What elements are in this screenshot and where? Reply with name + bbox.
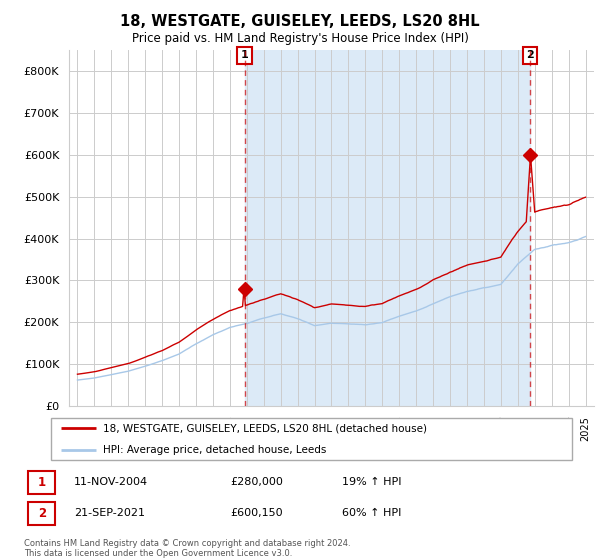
Text: £600,150: £600,150 [230,508,283,518]
Text: 2: 2 [38,507,46,520]
Text: HPI: Average price, detached house, Leeds: HPI: Average price, detached house, Leed… [103,445,327,455]
Text: Price paid vs. HM Land Registry's House Price Index (HPI): Price paid vs. HM Land Registry's House … [131,32,469,45]
FancyBboxPatch shape [28,502,55,525]
Text: Contains HM Land Registry data © Crown copyright and database right 2024.
This d: Contains HM Land Registry data © Crown c… [24,539,350,558]
Text: 60% ↑ HPI: 60% ↑ HPI [342,508,401,518]
Text: 11-NOV-2004: 11-NOV-2004 [74,477,148,487]
Text: 2: 2 [526,50,534,60]
Bar [245,50,530,406]
Text: 18, WESTGATE, GUISELEY, LEEDS, LS20 8HL (detached house): 18, WESTGATE, GUISELEY, LEEDS, LS20 8HL … [103,423,427,433]
FancyBboxPatch shape [28,471,55,494]
Text: 21-SEP-2021: 21-SEP-2021 [74,508,145,518]
Text: £280,000: £280,000 [230,477,283,487]
Text: 1: 1 [241,50,248,60]
Text: 18, WESTGATE, GUISELEY, LEEDS, LS20 8HL: 18, WESTGATE, GUISELEY, LEEDS, LS20 8HL [120,14,480,29]
Text: 19% ↑ HPI: 19% ↑ HPI [342,477,401,487]
Text: 1: 1 [38,476,46,489]
FancyBboxPatch shape [50,418,572,460]
